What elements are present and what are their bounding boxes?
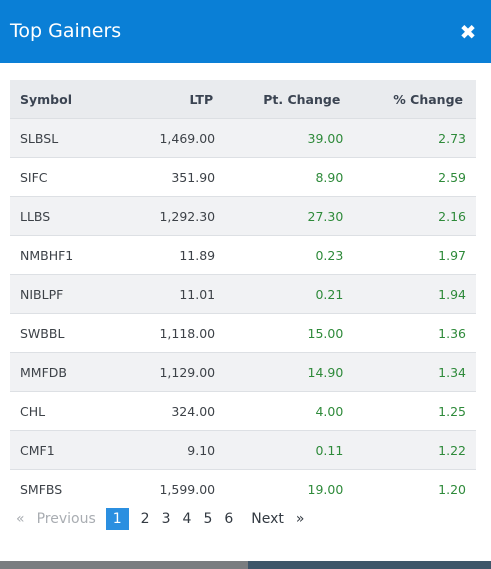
pct-change-cell: 1.97 (343, 235, 476, 275)
ltp-cell: 351.90 (107, 157, 216, 197)
column-header-pct-change[interactable]: % Change (343, 80, 476, 119)
pt-change-cell: 14.90 (215, 352, 344, 392)
pagination-page-4[interactable]: 4 (182, 511, 192, 527)
pt-change-cell: 27.30 (215, 196, 344, 236)
pt-change-cell: 4.00 (215, 391, 344, 431)
pagination-page-5[interactable]: 5 (203, 511, 213, 527)
pagination-page-6[interactable]: 6 (224, 511, 234, 527)
table-row[interactable]: CMF1 9.10 0.11 1.22 (10, 430, 476, 470)
column-header-pt-change[interactable]: Pt. Change (215, 80, 344, 119)
close-icon[interactable]: ✖ (459, 20, 477, 44)
pt-change-cell: 15.00 (215, 313, 344, 353)
table-row[interactable]: LLBS 1,292.30 27.30 2.16 (10, 196, 476, 236)
pct-change-cell: 1.94 (343, 274, 476, 314)
pt-change-cell: 0.21 (215, 274, 344, 314)
ltp-cell: 11.89 (107, 235, 216, 275)
pct-change-cell: 1.34 (343, 352, 476, 392)
ltp-cell: 1,129.00 (107, 352, 216, 392)
modal-title: Top Gainers (10, 20, 122, 42)
pt-change-cell: 0.11 (215, 430, 344, 470)
pagination-page-3[interactable]: 3 (161, 511, 171, 527)
symbol-cell: CMF1 (10, 430, 108, 470)
symbol-cell: SLBSL (10, 118, 108, 158)
table-row[interactable]: CHL 324.00 4.00 1.25 (10, 391, 476, 431)
symbol-cell: MMFDB (10, 352, 108, 392)
pct-change-cell: 1.36 (343, 313, 476, 353)
pagination-page-1[interactable]: 1 (105, 508, 129, 530)
pct-change-cell: 2.16 (343, 196, 476, 236)
ltp-cell: 11.01 (107, 274, 216, 314)
pt-change-cell: 39.00 (215, 118, 344, 158)
table-row[interactable]: SMFBS 1,599.00 19.00 1.20 (10, 469, 476, 508)
pt-change-cell: 8.90 (215, 157, 344, 197)
symbol-cell: LLBS (10, 196, 108, 236)
column-header-ltp[interactable]: LTP (107, 80, 216, 119)
pagination-first: « (16, 511, 25, 527)
page-backdrop (0, 559, 491, 569)
symbol-cell: SWBBL (10, 313, 108, 353)
pt-change-cell: 19.00 (215, 469, 344, 508)
symbol-cell: SMFBS (10, 469, 108, 508)
pct-change-cell: 1.25 (343, 391, 476, 431)
table-row[interactable]: SIFC 351.90 8.90 2.59 (10, 157, 476, 197)
pagination: « Previous 1 2 3 4 5 6 Next » (10, 508, 310, 530)
ltp-cell: 9.10 (107, 430, 216, 470)
gainers-table: Symbol LTP Pt. Change % Change SLBSL 1,46… (10, 80, 476, 508)
table-row[interactable]: SWBBL 1,118.00 15.00 1.36 (10, 313, 476, 353)
pt-change-cell: 0.23 (215, 235, 344, 275)
table-row[interactable]: SLBSL 1,469.00 39.00 2.73 (10, 118, 476, 158)
ltp-cell: 1,469.00 (107, 118, 216, 158)
pct-change-cell: 2.59 (343, 157, 476, 197)
table-row[interactable]: NMBHF1 11.89 0.23 1.97 (10, 235, 476, 275)
modal-header: Top Gainers ✖ (0, 0, 491, 63)
ltp-cell: 1,292.30 (107, 196, 216, 236)
pagination-page-2[interactable]: 2 (140, 511, 150, 527)
pct-change-cell: 1.20 (343, 469, 476, 508)
column-header-symbol[interactable]: Symbol (10, 80, 108, 119)
symbol-cell: CHL (10, 391, 108, 431)
page-backdrop-panel (248, 559, 491, 569)
table-row[interactable]: NIBLPF 11.01 0.21 1.94 (10, 274, 476, 314)
pct-change-cell: 1.22 (343, 430, 476, 470)
table-header-row: Symbol LTP Pt. Change % Change (10, 80, 476, 119)
pct-change-cell: 2.73 (343, 118, 476, 158)
symbol-cell: SIFC (10, 157, 108, 197)
symbol-cell: NMBHF1 (10, 235, 108, 275)
ltp-cell: 324.00 (107, 391, 216, 431)
table-row[interactable]: MMFDB 1,129.00 14.90 1.34 (10, 352, 476, 392)
symbol-cell: NIBLPF (10, 274, 108, 314)
pagination-next[interactable]: Next (251, 511, 284, 527)
gainers-table-container: Symbol LTP Pt. Change % Change SLBSL 1,46… (10, 80, 476, 508)
pagination-last[interactable]: » (295, 511, 305, 527)
ltp-cell: 1,118.00 (107, 313, 216, 353)
pagination-previous: Previous (36, 511, 96, 527)
ltp-cell: 1,599.00 (107, 469, 216, 508)
